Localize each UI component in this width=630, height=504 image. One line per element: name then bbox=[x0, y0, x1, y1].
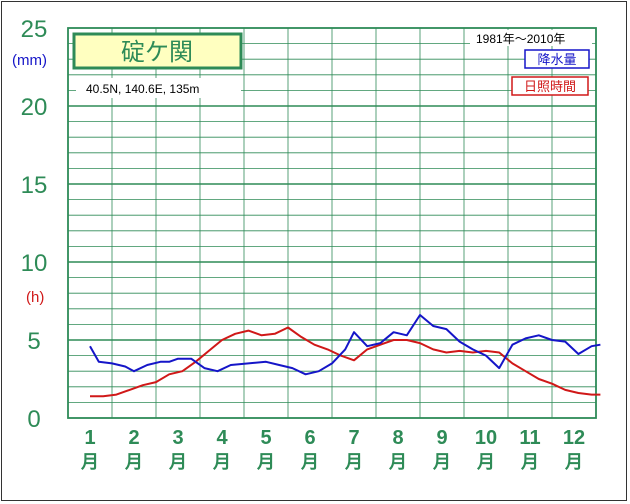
series-line-precip bbox=[89, 314, 601, 376]
month-number: 11 bbox=[519, 427, 540, 449]
y-tick-label: 5 bbox=[27, 328, 40, 355]
month-suffix: 月 bbox=[344, 452, 363, 473]
series-lines bbox=[89, 314, 601, 398]
y-tick-label: 25 bbox=[21, 16, 48, 43]
plot-area-border bbox=[67, 27, 597, 419]
month-suffix: 月 bbox=[432, 452, 451, 473]
legend-sunshine-box bbox=[511, 76, 589, 96]
month-number: 12 bbox=[563, 427, 585, 449]
legend-precip-label: 降水量 bbox=[537, 52, 576, 67]
chart-title: 碇ケ関 bbox=[121, 39, 193, 66]
period-box bbox=[470, 30, 592, 46]
month-number: 10 bbox=[475, 427, 497, 449]
month-number: 4 bbox=[216, 427, 228, 449]
month-suffix: 月 bbox=[80, 452, 99, 473]
title-box bbox=[72, 32, 243, 70]
legend-precip-box bbox=[524, 49, 590, 69]
y-tick-label: 10 bbox=[21, 250, 48, 277]
month-number: 2 bbox=[128, 427, 139, 449]
month-suffix: 月 bbox=[476, 452, 495, 473]
y-tick-label: 0 bbox=[27, 406, 40, 433]
station-info-box bbox=[76, 78, 241, 98]
month-suffix: 月 bbox=[520, 452, 539, 473]
month-number: 9 bbox=[436, 427, 447, 449]
month-number: 6 bbox=[304, 427, 315, 449]
y-tick-label: 20 bbox=[21, 94, 48, 121]
month-labels: 1 月 2 月 3 月 4 月 5 月 6 月 7 月 8 月 9 月 10 月 11 月 12 月 bbox=[80, 427, 585, 473]
y-unit-sunshine: (h) bbox=[26, 289, 44, 306]
month-suffix: 月 bbox=[168, 452, 187, 473]
month-suffix: 月 bbox=[564, 452, 583, 473]
station-info: 40.5N, 140.6E, 135m bbox=[86, 82, 199, 96]
month-suffix: 月 bbox=[300, 452, 319, 473]
y-tick-labels: 0 5 10 15 20 25 bbox=[21, 16, 48, 433]
month-number: 8 bbox=[392, 427, 403, 449]
month-suffix: 月 bbox=[124, 452, 143, 473]
series-line-sunshine bbox=[90, 326, 601, 398]
month-suffix: 月 bbox=[256, 452, 275, 473]
month-number: 5 bbox=[260, 427, 271, 449]
month-suffix: 月 bbox=[388, 452, 407, 473]
month-number: 3 bbox=[172, 427, 183, 449]
y-unit-precip: (mm) bbox=[12, 52, 47, 69]
month-suffix: 月 bbox=[212, 452, 231, 473]
month-number: 1 bbox=[84, 427, 95, 449]
legend-sunshine-label: 日照時間 bbox=[524, 79, 576, 94]
period-label: 1981年～2010年 bbox=[476, 32, 565, 46]
month-number: 7 bbox=[348, 427, 359, 449]
y-tick-label: 15 bbox=[21, 172, 48, 199]
